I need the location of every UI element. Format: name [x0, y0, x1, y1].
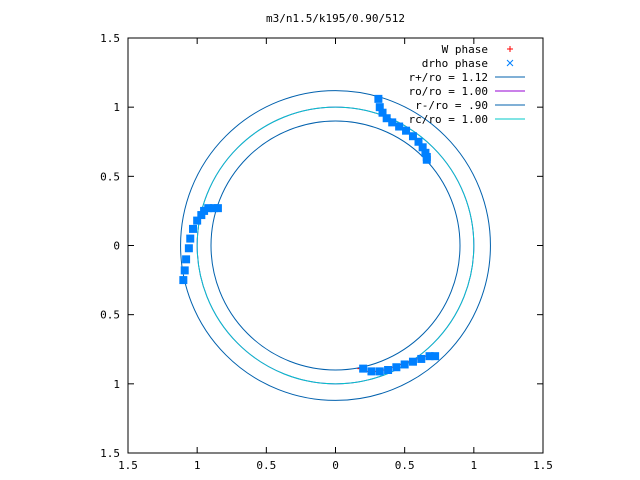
drho-phase-point-fill — [414, 137, 423, 146]
legend-label: drho phase — [422, 57, 488, 70]
x-tick-label: 0.5 — [395, 459, 415, 472]
drho-phase-point-fill — [213, 204, 222, 213]
axis-ticks — [127, 37, 544, 454]
legend-label: r-/ro = .90 — [415, 99, 488, 112]
x-tick-label: 1 — [471, 459, 478, 472]
x-axis-tick-labels: 1.5 1 0.5 0 0.5 1 1.5 — [118, 459, 553, 472]
drho-phase-point-fill — [189, 224, 198, 233]
drho-phase-point-fill — [186, 234, 195, 243]
y-tick-label: 0 — [113, 240, 120, 253]
reference-circle — [210, 120, 461, 371]
drho-phase-point-fill — [425, 352, 434, 361]
y-tick-label: 1.5 — [100, 32, 120, 45]
reference-circle — [196, 106, 475, 385]
legend-marker-plus — [507, 46, 513, 52]
x-tick-label: 1.5 — [533, 459, 553, 472]
y-tick-label: 1 — [113, 378, 120, 391]
drho-phase-point-fill — [402, 126, 411, 135]
drho-phase-point-fill — [388, 118, 397, 127]
drho-phase-point-fill — [180, 266, 189, 275]
drho-phase-point-fill — [359, 364, 368, 373]
drho-phase-point-fill — [384, 366, 393, 374]
legend-label: W phase — [442, 43, 488, 56]
drho-phase-point-fill — [374, 94, 383, 103]
x-tick-label: 0 — [332, 459, 339, 472]
drho-phase-point-fill — [395, 122, 404, 131]
drho-phase-point-fill — [417, 354, 426, 363]
reference-circle — [180, 90, 491, 401]
drho-phase-point-fill — [422, 155, 431, 164]
drho-phase-point-fill — [421, 148, 430, 157]
drho-phase-point-fill — [209, 204, 218, 213]
reference-circle — [196, 106, 475, 385]
drho-phase-point-fill — [400, 360, 409, 369]
drho-phase-point-fill — [375, 367, 384, 376]
legend-label: rc/ro = 1.00 — [409, 113, 488, 126]
drho-phase-point-fill — [193, 216, 202, 225]
drho-phase-point-fill — [200, 206, 209, 215]
x-tick-label: 0.5 — [256, 459, 276, 472]
y-tick-label: 0.5 — [100, 170, 120, 183]
drho-phase-point-fill — [431, 352, 440, 361]
drho-phase-point-fill — [182, 255, 191, 264]
drho-phase-point-fill — [184, 244, 193, 253]
y-tick-label: 0.5 — [100, 309, 120, 322]
data-points — [179, 94, 440, 376]
drho-phase-point-fill — [204, 204, 213, 213]
drho-phase-point-fill — [197, 211, 206, 220]
drho-phase-point-fill — [375, 103, 384, 112]
drho-phase-point-fill — [367, 367, 376, 376]
drho-phase-point-fill — [408, 357, 417, 366]
legend-label: r+/ro = 1.12 — [409, 71, 488, 84]
y-axis-tick-labels: 1.5 1 0.5 0 0.5 1 1.5 — [100, 32, 120, 460]
drho-phase-point-fill — [179, 276, 188, 285]
x-tick-label: 1 — [194, 459, 201, 472]
y-tick-label: 1 — [113, 101, 120, 114]
reference-circles — [180, 90, 491, 401]
legend-label: ro/ro = 1.00 — [409, 85, 488, 98]
drho-phase-point-fill — [418, 143, 427, 152]
drho-phase-point-fill — [382, 114, 391, 123]
x-tick-label: 1.5 — [118, 459, 138, 472]
y-tick-label: 1.5 — [100, 447, 120, 460]
drho-phase-point-fill — [392, 363, 401, 372]
chart-title: m3/n1.5/k195/0.90/512 — [266, 12, 405, 25]
legend-marker-cross — [506, 59, 514, 67]
drho-phase-point-fill — [378, 108, 387, 117]
drho-phase-point-fill — [408, 132, 417, 141]
